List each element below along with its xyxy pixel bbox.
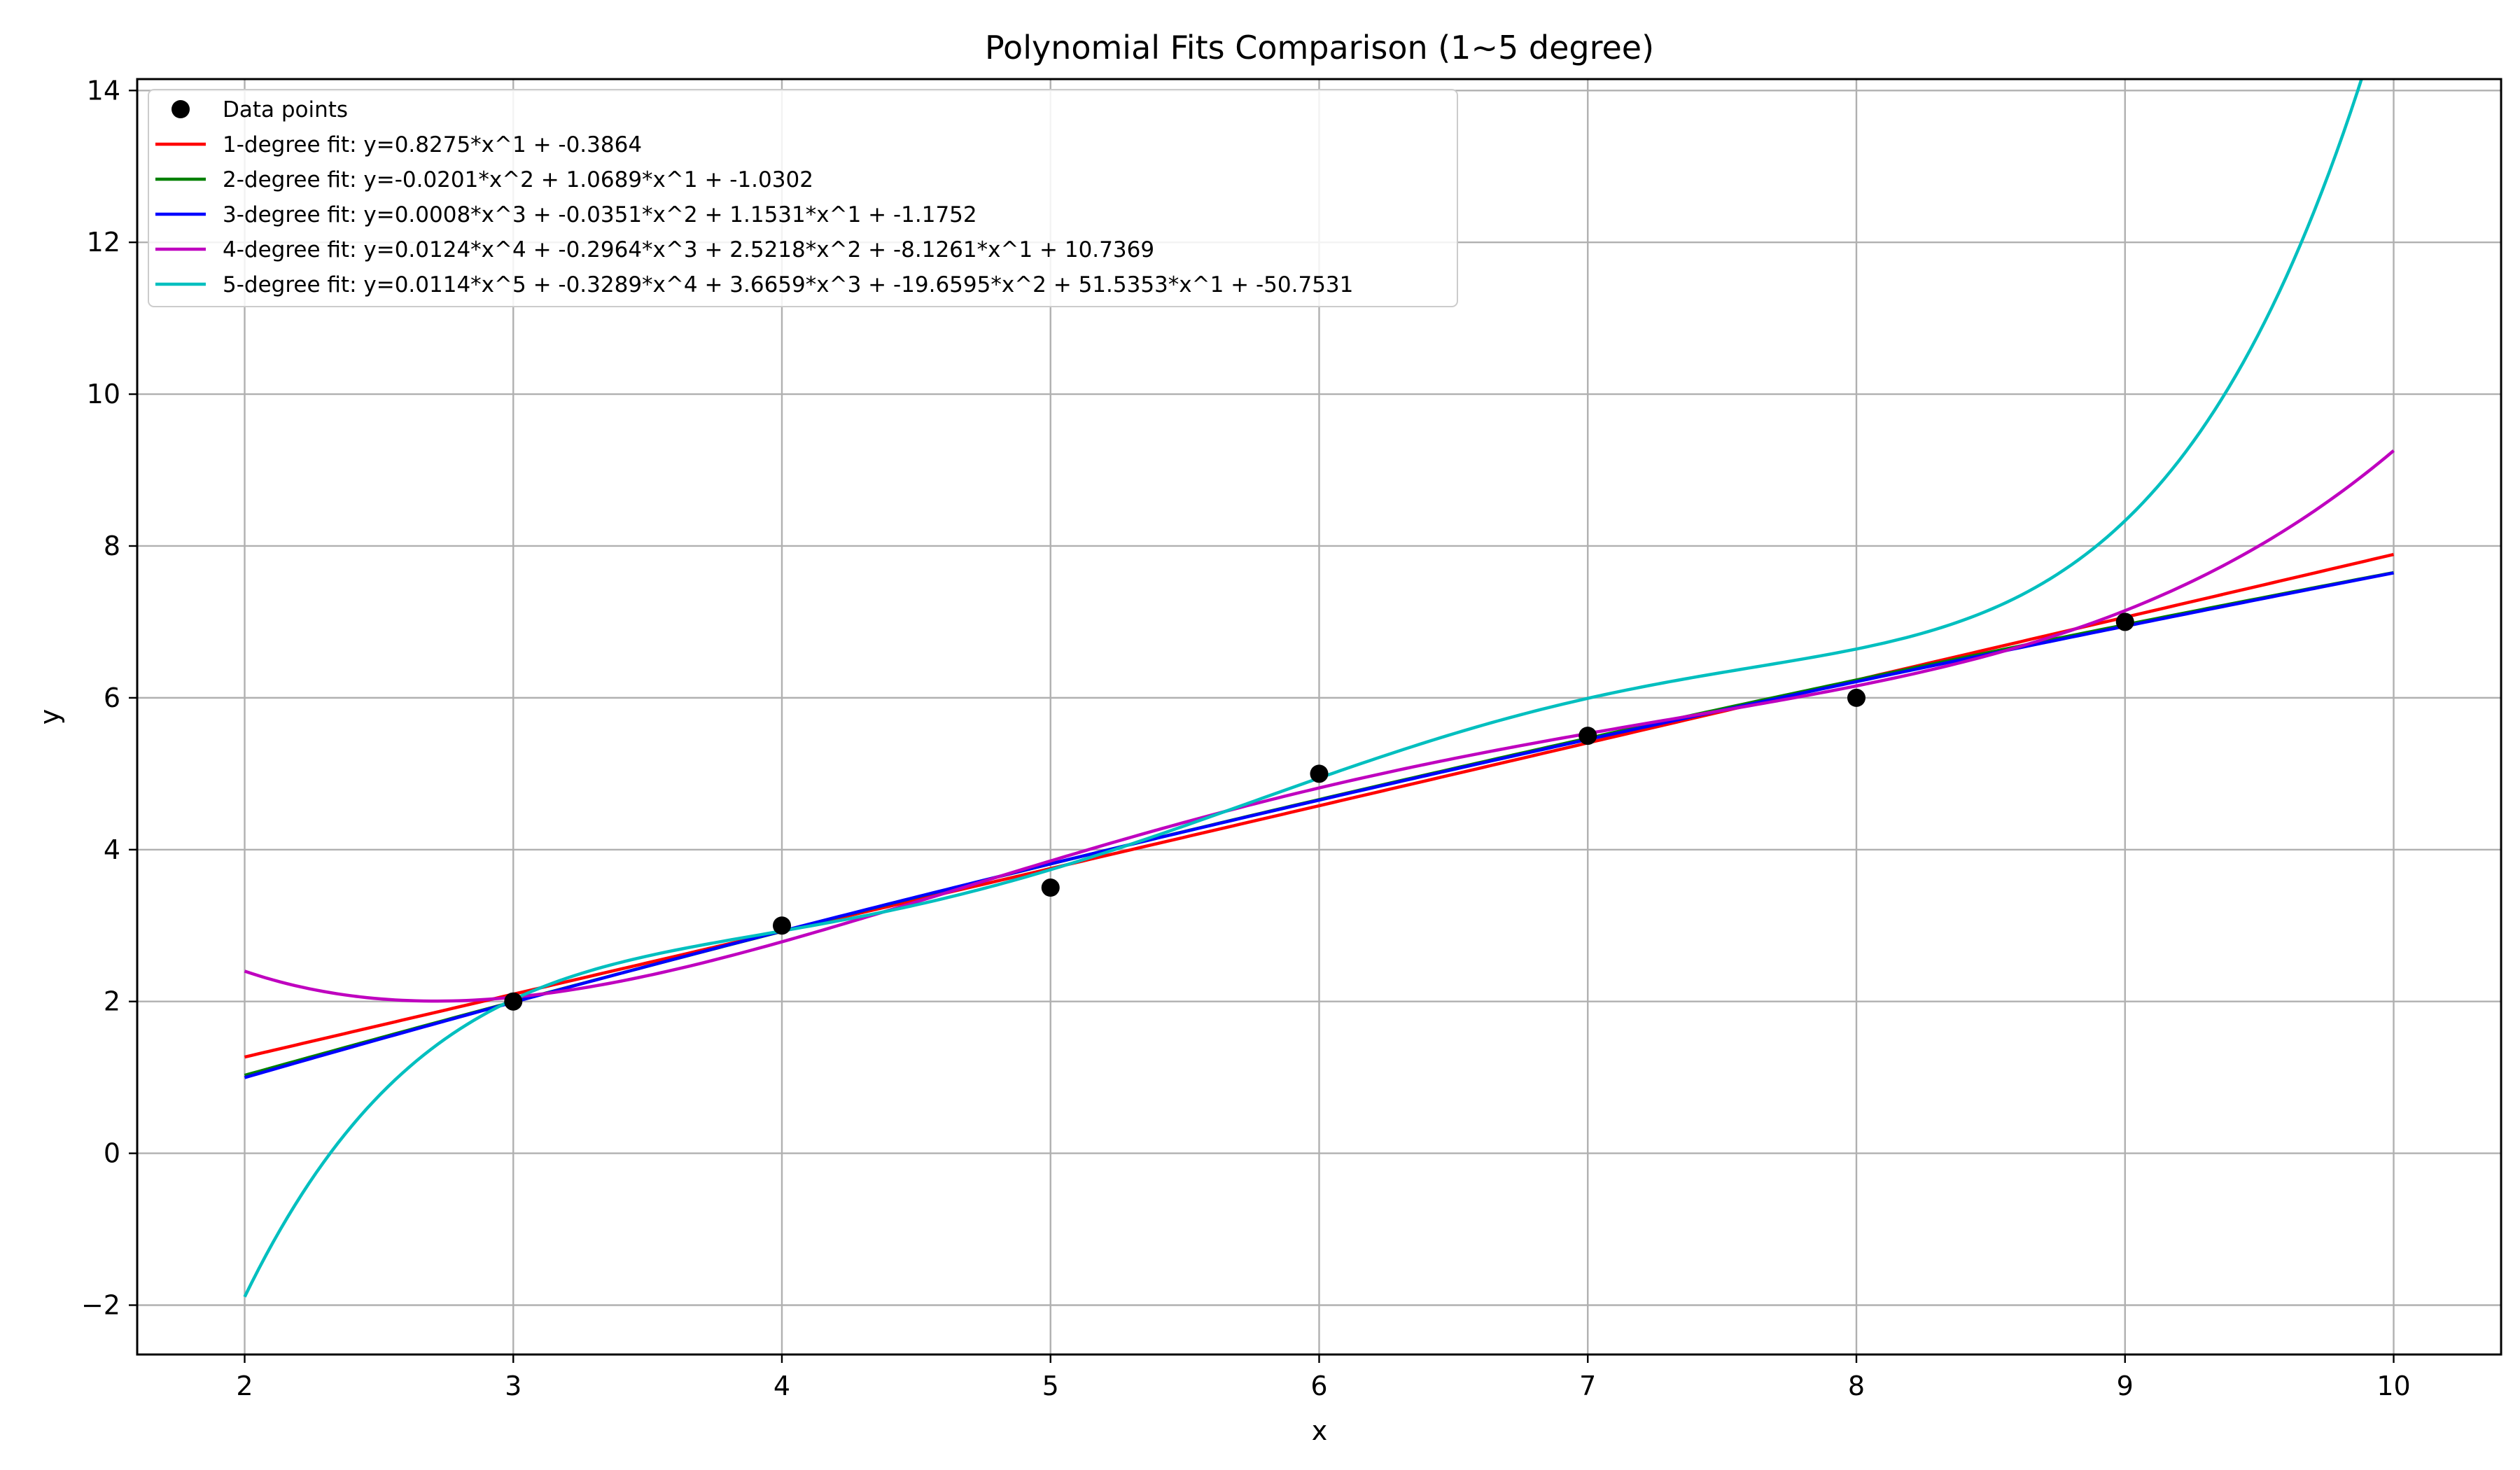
legend-label-degree-5: 5-degree fit: y=0.0114*x^5 + -0.3289*x^4… [223, 272, 1353, 298]
legend-label-data-points: Data points [223, 97, 348, 122]
x-tick-label: 10 [2376, 1371, 2410, 1401]
y-tick-label: 8 [104, 531, 120, 561]
legend-label-degree-2: 2-degree fit: y=-0.0201*x^2 + 1.0689*x^1… [223, 167, 813, 192]
y-tick-label: 10 [87, 379, 120, 410]
x-tick-label: 6 [1310, 1371, 1327, 1401]
legend-label-degree-4: 4-degree fit: y=0.0124*x^4 + -0.2964*x^3… [223, 237, 1154, 262]
fit-lines [243, 79, 2395, 1298]
legend: Data points 1-degree fit: y=0.8275*x^1 + … [148, 89, 1458, 307]
x-tick-label: 9 [2117, 1371, 2134, 1401]
x-tick-label: 2 [236, 1371, 253, 1401]
data-point [773, 916, 791, 935]
data-point [1041, 878, 1060, 897]
data-point [1578, 727, 1597, 746]
y-tick-label: 0 [104, 1138, 120, 1169]
data-points [504, 612, 2134, 1011]
y-tick-label: 14 [87, 75, 120, 106]
x-tick-label: 7 [1579, 1371, 1596, 1401]
y-axis-label: y [34, 709, 65, 725]
data-point [504, 992, 523, 1011]
data-point [1847, 688, 1865, 707]
data-point [1310, 764, 1329, 783]
chart-title: Polynomial Fits Comparison (1~5 degree) [985, 29, 1654, 66]
x-tick-label: 5 [1042, 1371, 1059, 1401]
legend-label-degree-1: 1-degree fit: y=0.8275*x^1 + -0.3864 [223, 132, 642, 158]
x-tick-label: 3 [505, 1371, 522, 1401]
y-tick-label: 12 [87, 227, 120, 258]
fit-line-degree-4 [244, 449, 2395, 1003]
y-tick-label: 4 [104, 834, 120, 865]
legend-frame [148, 89, 1458, 307]
axis-ticks: 2 3 4 5 6 7 8 9 10 −2 0 2 4 6 8 10 12 14 [81, 75, 2411, 1401]
x-axis-label: x [1312, 1415, 1328, 1446]
x-tick-label: 4 [774, 1371, 790, 1401]
fit-line-degree-3 [244, 571, 2394, 1079]
y-tick-label: 6 [104, 682, 120, 713]
fit-line-degree-1 [244, 552, 2395, 1059]
legend-marker-data-points [172, 100, 190, 118]
data-point [2115, 612, 2134, 631]
legend-label-degree-3: 3-degree fit: y=0.0008*x^3 + -0.0351*x^2… [223, 202, 977, 227]
x-tick-label: 8 [1848, 1371, 1865, 1401]
y-tick-label: −2 [81, 1290, 120, 1321]
y-tick-label: 2 [104, 986, 120, 1017]
